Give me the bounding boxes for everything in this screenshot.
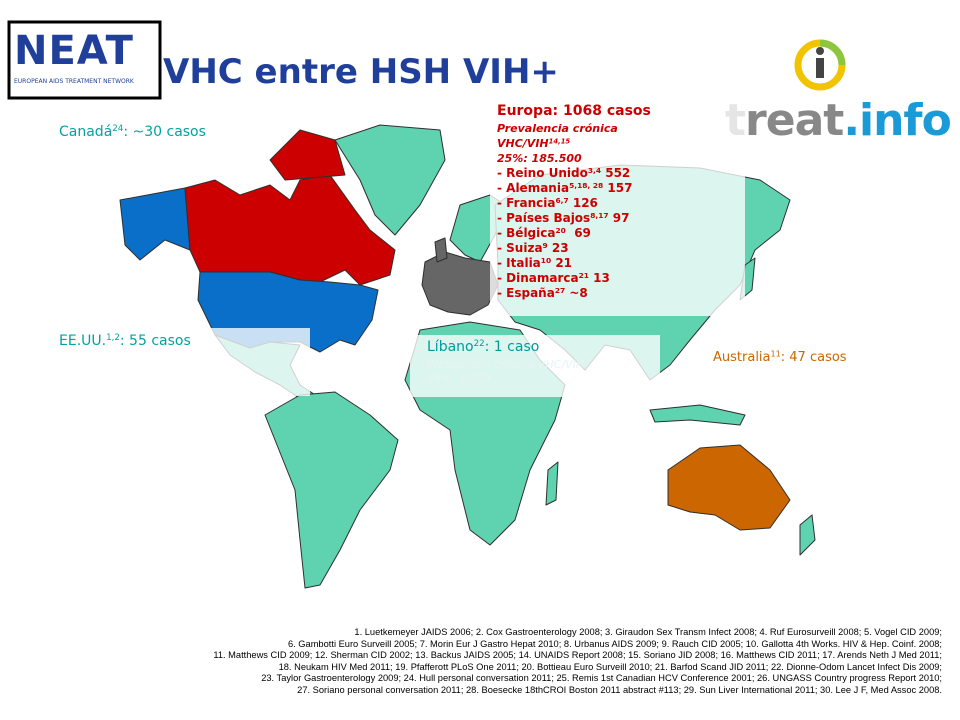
reference: 24: [112, 124, 124, 135]
country-row: - Alemania5,18, 28 157: [497, 181, 651, 196]
canada: [184, 174, 396, 286]
reference: 6,7: [555, 195, 569, 205]
europe-heading: Europa: 1068 casos: [497, 103, 651, 119]
neat-logo-subtitle: EUROPEAN AIDS TREATMENT NETWORK: [14, 78, 134, 85]
europe-panel: [490, 98, 745, 316]
country-name: - Bélgica: [497, 226, 556, 240]
faded-text: 18%: 1.500: [427, 372, 491, 385]
europe-subtitle: Prevalencia crónica: [497, 122, 618, 135]
south-america: [264, 391, 399, 589]
country-row: - Francia6,7 126: [497, 196, 651, 211]
reference: 21: [578, 270, 589, 280]
reference: 1,2: [106, 333, 120, 344]
new-zealand: [799, 514, 816, 556]
country-count: 69: [565, 226, 591, 240]
reference-line: 6. Gambotti Euro Surveill 2005; 7. Morin…: [287, 638, 942, 649]
country-count: ~8: [565, 286, 588, 300]
reference: 3,4: [587, 165, 602, 175]
uk: [434, 237, 448, 263]
country-row: - Suiza9 23: [497, 241, 651, 256]
reference: 14,15: [548, 137, 571, 146]
country-name: - Reino Unido: [497, 166, 588, 180]
reference: 11: [770, 349, 781, 359]
label-panel: [705, 345, 945, 400]
country-row: - Dinamarca21 13: [497, 271, 651, 286]
country-name: - Francia: [497, 196, 556, 210]
canada-label: Canadá24: ~30 casos: [59, 124, 206, 140]
neat-logo-text: NEAT: [14, 28, 134, 74]
slide-title: VHC entre HSH VIH+: [163, 52, 559, 92]
country-count: 23: [547, 241, 569, 255]
europe-subtitle: VHC/VIH14,15: [497, 136, 651, 151]
info-logo-ring-accent: [819, 39, 846, 66]
treat-info-logo: treat.info: [725, 95, 952, 146]
country-count: 97: [608, 211, 630, 225]
country-count: 13: [588, 271, 610, 285]
country-name: - Suiza: [497, 241, 543, 255]
canada-islands: [269, 129, 346, 181]
country-count: 126: [568, 196, 598, 210]
label-text: : 1 caso: [484, 339, 540, 355]
country-name: - Alemania: [497, 181, 570, 195]
reference: 27: [554, 285, 566, 295]
label-text: Líbano: [427, 339, 474, 355]
reference: 9: [542, 240, 548, 250]
reference: 5,18, 28: [569, 180, 604, 190]
label-panel: [410, 335, 660, 397]
label-text: Australia: [713, 350, 771, 365]
greenland: [334, 124, 446, 236]
reference: 10: [540, 255, 552, 265]
label-text: VHC/VIH: [497, 137, 549, 150]
usa-label: EE.UU.1,2: 55 casos: [59, 333, 191, 349]
reference: 8,17: [590, 210, 609, 220]
country-name: - Países Bajos: [497, 211, 591, 225]
reference-line: 23. Taylor Gastroenterology 2009; 24. Hu…: [261, 673, 942, 684]
label-panel: [55, 120, 235, 175]
references: 1. Luetkemeyer JAIDS 2006; 2. Cox Gastro…: [213, 627, 942, 697]
australia: [667, 444, 791, 531]
europe-prevalence: 25%: 185.500: [497, 152, 582, 165]
indonesia: [649, 404, 746, 426]
faded-text: Prevalencia crónica VHC/VIH: [427, 358, 585, 371]
country-count: 552: [601, 166, 631, 180]
country-name: - Dinamarca: [497, 271, 579, 285]
label-text: : 55 casos: [119, 333, 191, 349]
reference-line: 1. Luetkemeyer JAIDS 2006; 2. Cox Gastro…: [354, 627, 942, 637]
australia-label: Australia11: 47 casos: [713, 350, 847, 365]
reference-line: 11. Matthews CID 2009; 12. Sherman CID 2…: [213, 650, 942, 661]
neat-logo-frame: [7, 20, 162, 100]
country-name: - Italia: [497, 256, 541, 270]
info-logo-dot: [816, 47, 824, 55]
reference-line: 18. Neukam HIV Med 2011; 19. Pfafferott …: [278, 661, 942, 672]
country-count: 157: [603, 181, 633, 195]
lebanon-faded-note: Prevalencia crónica VHC/VIH 18%: 1.500: [427, 358, 584, 386]
lebanon-label: Líbano22: 1 caso: [427, 339, 539, 355]
alaska: [119, 187, 191, 261]
label-text: EE.UU.: [59, 333, 107, 349]
country-row: - Italia10 21: [497, 256, 651, 271]
europe: [421, 251, 499, 316]
country-count: 21: [551, 256, 573, 270]
country-name: - España: [497, 286, 555, 300]
reference-line: 27. Soriano personal conversation 2011; …: [297, 684, 942, 695]
reference: 20: [555, 225, 566, 235]
country-list: - Reino Unido3,4 552- Alemania5,18, 28 1…: [497, 166, 651, 301]
country-row: - España27 ~8: [497, 286, 651, 301]
europe-box: Europa: 1068 casos Prevalencia crónica V…: [497, 102, 651, 301]
label-text: Canadá: [59, 124, 113, 140]
logo-part: .info: [843, 95, 951, 146]
madagascar: [545, 461, 559, 506]
label-panel: [55, 328, 310, 396]
country-row: - Bélgica20 69: [497, 226, 651, 241]
country-row: - Reino Unido3,4 552: [497, 166, 651, 181]
reference: 22: [473, 339, 485, 350]
country-row: - Países Bajos8,17 97: [497, 211, 651, 226]
label-text: : ~30 casos: [123, 124, 206, 140]
label-text: : 47 casos: [780, 350, 847, 365]
info-logo-i: [816, 58, 824, 78]
